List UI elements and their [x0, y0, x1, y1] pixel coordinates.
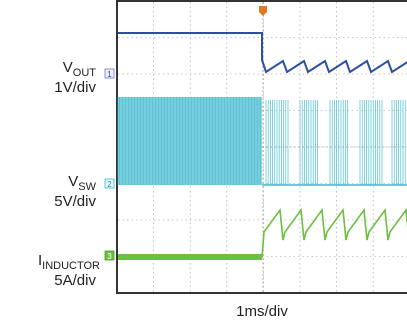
vsw-pulses: [117, 97, 261, 185]
inductor-sub: INDUCTOR: [42, 260, 100, 272]
vsw-label: VSW: [68, 173, 96, 193]
inductor-main: I: [38, 252, 42, 269]
inductor-trace: [118, 207, 407, 258]
inductor-label: IINDUCTOR: [38, 252, 100, 272]
channel-marker: [104, 178, 115, 189]
channel-marker: [104, 250, 115, 261]
vout-label: VOUT: [63, 59, 97, 79]
vsw-scale: 5V/div: [54, 193, 96, 210]
vsw-sub: SW: [78, 181, 96, 193]
vout-main: V: [63, 59, 73, 76]
trigger-marker: [259, 6, 267, 16]
inductor-scale: 5A/div: [54, 272, 96, 289]
channel-marker: [104, 68, 115, 79]
vout-trace: [118, 32, 407, 74]
channel-number: 2: [107, 180, 112, 189]
channel-number: 1: [107, 70, 112, 79]
vsw-main: V: [68, 173, 78, 190]
channel-number: 3: [107, 252, 112, 261]
vout-sub: OUT: [73, 67, 97, 79]
vout-scale: 1V/div: [54, 79, 96, 96]
traces: [117, 32, 407, 260]
time-scale: 1ms/div: [236, 303, 288, 320]
